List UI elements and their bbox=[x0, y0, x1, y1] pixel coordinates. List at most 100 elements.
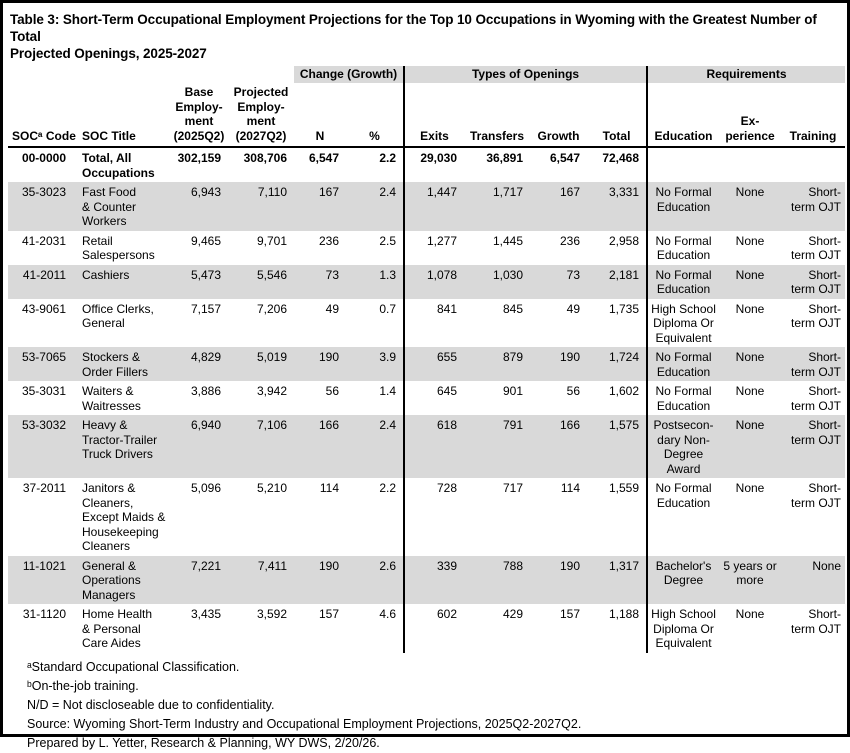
footnote-source: Source: Wyoming Short-Term Industry and … bbox=[27, 716, 582, 731]
cell-base: 7,157 bbox=[190, 301, 221, 316]
cell-training: Short- term OJT bbox=[781, 182, 846, 231]
cell-n: 6,547 bbox=[308, 151, 339, 165]
cell-projected: 7,411 bbox=[228, 555, 294, 604]
cell-base: 302,159 bbox=[177, 151, 221, 165]
cell-soc_code: 41-2011 bbox=[8, 264, 76, 299]
cell-n: 167 bbox=[294, 182, 346, 231]
cell-pct: 2.4 bbox=[346, 182, 405, 231]
cell-growth: 157 bbox=[559, 607, 581, 621]
cell-total: 1,317 bbox=[587, 555, 648, 604]
cell-transfers: 1,445 bbox=[492, 233, 524, 248]
col-header-education: Education bbox=[646, 83, 720, 148]
cell-soc_title: Total, All Occupations bbox=[82, 151, 155, 180]
cell-training: Short- term OJT bbox=[791, 384, 842, 413]
cell-projected: 9,701 bbox=[256, 233, 287, 248]
cell-exits: 339 bbox=[403, 555, 465, 604]
cell-experience: None bbox=[719, 347, 782, 381]
cell-transfers: 1,030 bbox=[464, 264, 531, 299]
cell-pct: 3.9 bbox=[346, 347, 405, 381]
cell-growth: 49 bbox=[566, 301, 581, 316]
cell-exits: 618 bbox=[403, 415, 465, 478]
footnote-ojt: ᵇOn-the-job training. bbox=[27, 678, 139, 693]
cell-training: None bbox=[781, 555, 846, 604]
table-row-41-2011: 41-2011 Cashiers 5,473 5,546 73 1.3 1,078 1,030… bbox=[8, 264, 846, 299]
cell-experience: None bbox=[735, 233, 765, 248]
cell-experience: None bbox=[735, 607, 765, 621]
cell-total: 1,735 bbox=[608, 301, 640, 316]
cell-soc_code: 00-0000 bbox=[21, 151, 66, 165]
table-row-11-1021: 11-1021 General & Operations Managers 7,22… bbox=[8, 555, 846, 604]
cell-exits: 728 bbox=[403, 478, 465, 556]
cell-base: 6,940 bbox=[170, 415, 228, 478]
cell-transfers: 879 bbox=[464, 347, 531, 381]
cell-exits: 1,078 bbox=[403, 264, 465, 299]
cell-exits: 1,277 bbox=[403, 230, 465, 265]
cell-education: High School Diploma Or Equivalent bbox=[646, 298, 720, 347]
cell-total: 1,575 bbox=[587, 415, 648, 478]
cell-soc_title: Cashiers bbox=[76, 264, 170, 299]
cell-transfers: 845 bbox=[502, 301, 524, 316]
table-row-41-2031: 41-2031 Retail Salespersons 9,465 9,701 236 2… bbox=[8, 230, 845, 265]
cell-projected: 7,110 bbox=[228, 182, 294, 231]
cell-n: 56 bbox=[325, 384, 339, 398]
cell-exits: 602 bbox=[403, 604, 465, 653]
cell-pct: 1.4 bbox=[379, 384, 397, 398]
column-header-row: SOCᵃ Code SOC Title Base Employ- ment (2… bbox=[8, 83, 846, 148]
cell-transfers: 1,717 bbox=[464, 182, 531, 231]
cell-training: Short- term OJT bbox=[791, 481, 842, 510]
cell-projected: 3,592 bbox=[256, 607, 287, 621]
col-header-training: Training bbox=[781, 83, 846, 148]
cell-transfers: 717 bbox=[502, 481, 524, 495]
cell-transfers: 791 bbox=[464, 415, 531, 478]
cell-experience: None bbox=[719, 264, 782, 299]
cell-exits: 645 bbox=[403, 381, 465, 415]
cell-pct: 4.6 bbox=[379, 607, 397, 621]
group-header-spacer bbox=[8, 66, 294, 83]
cell-pct: 1.3 bbox=[346, 264, 405, 299]
col-header-change-n: N bbox=[294, 83, 346, 148]
cell-total: 1,724 bbox=[587, 347, 648, 381]
footnote-nd: N/D = Not discloseable due to confidenti… bbox=[27, 697, 275, 712]
cell-n: 73 bbox=[294, 264, 346, 299]
cell-training: Short- term OJT bbox=[791, 607, 842, 636]
cell-projected: 308,706 bbox=[243, 151, 287, 165]
table-row-43-9061: 43-9061 Office Clerks, General 7,157 7,206 4… bbox=[8, 298, 845, 347]
table-row-53-7065: 53-7065 Stockers & Order Fillers 4,829 5,01… bbox=[8, 347, 846, 381]
cell-experience: None bbox=[719, 415, 782, 478]
cell-n: 114 bbox=[319, 481, 339, 495]
cell-pct: 2.6 bbox=[346, 555, 405, 604]
table-row-53-3032: 53-3032 Heavy & Tractor-Trailer Truck Dri… bbox=[8, 415, 846, 478]
group-header-change-growth: Change (Growth) bbox=[294, 66, 405, 83]
cell-transfers: 36,891 bbox=[486, 151, 524, 165]
cell-education: No Formal Education bbox=[646, 381, 720, 415]
footnote-prepared: Prepared by L. Yetter, Research & Planni… bbox=[27, 735, 380, 750]
cell-soc_code: 31-1120 bbox=[22, 607, 66, 621]
cell-soc_code: 37-2011 bbox=[22, 481, 66, 495]
table-title: Table 3: Short-Term Occupational Employm… bbox=[10, 12, 817, 61]
projections-table: Change (Growth) Types of Openings Requir… bbox=[8, 66, 846, 653]
cell-exits: 841 bbox=[403, 298, 465, 347]
cell-training bbox=[781, 147, 845, 182]
cell-soc_code: 11-1021 bbox=[8, 555, 76, 604]
cell-projected: 5,210 bbox=[256, 481, 287, 495]
table-row-00-0000: 00-0000 Total, All Occupations 302,159 308,… bbox=[8, 147, 845, 182]
group-header-requirements: Requirements bbox=[646, 66, 846, 83]
cell-soc_code: 35-3023 bbox=[8, 182, 76, 231]
cell-pct: 2.4 bbox=[346, 415, 405, 478]
cell-education: No Formal Education bbox=[646, 230, 720, 265]
cell-projected: 5,019 bbox=[228, 347, 294, 381]
col-header-change-pct: % bbox=[346, 83, 405, 148]
cell-experience: None bbox=[735, 384, 765, 398]
cell-base: 3,435 bbox=[190, 607, 221, 621]
cell-base: 6,943 bbox=[170, 182, 228, 231]
cell-pct: 0.7 bbox=[379, 301, 397, 316]
cell-base: 7,221 bbox=[170, 555, 228, 604]
cell-education: High School Diploma Or Equivalent bbox=[646, 604, 720, 653]
cell-pct: 2.2 bbox=[379, 151, 397, 165]
table-row-35-3031: 35-3031 Waiters & Waitresses 3,886 3,942 56 1… bbox=[8, 381, 845, 415]
cell-n: 190 bbox=[294, 555, 346, 604]
col-header-soc-title: SOC Title bbox=[76, 83, 170, 148]
cell-soc_title: Fast Food & Counter Workers bbox=[76, 182, 170, 231]
cell-projected: 7,206 bbox=[256, 301, 287, 316]
